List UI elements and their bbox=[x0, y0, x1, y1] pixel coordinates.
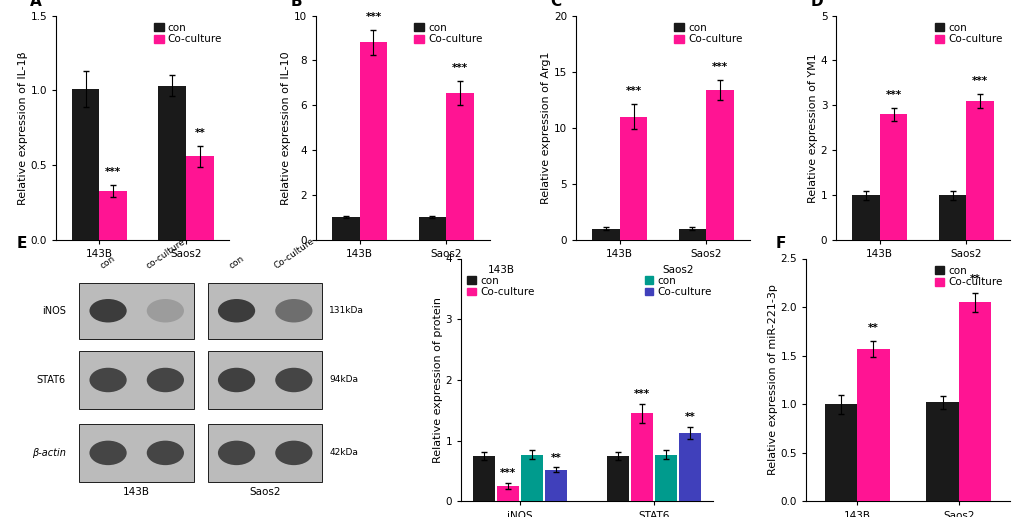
Legend: con, Co-culture: con, Co-culture bbox=[931, 264, 1004, 290]
Text: con: con bbox=[227, 254, 246, 271]
Legend: con, Co-culture: con, Co-culture bbox=[672, 21, 744, 47]
Text: A: A bbox=[31, 0, 42, 9]
Bar bbox=[544, 470, 567, 501]
Bar bbox=[620, 117, 647, 240]
Bar bbox=[521, 455, 542, 501]
Text: 94kDa: 94kDa bbox=[329, 375, 358, 385]
Ellipse shape bbox=[147, 440, 183, 465]
Bar bbox=[472, 456, 494, 501]
Text: ***: *** bbox=[625, 86, 641, 97]
Bar bbox=[331, 217, 360, 240]
Bar bbox=[606, 456, 629, 501]
Bar bbox=[100, 191, 127, 240]
Text: ***: *** bbox=[451, 63, 468, 73]
Ellipse shape bbox=[275, 299, 312, 323]
FancyBboxPatch shape bbox=[79, 424, 194, 482]
Text: C: C bbox=[550, 0, 560, 9]
Bar bbox=[958, 302, 990, 501]
Bar bbox=[856, 349, 889, 501]
Bar bbox=[186, 157, 214, 240]
Text: 42kDa: 42kDa bbox=[329, 448, 358, 458]
Legend: con, Co-culture: con, Co-culture bbox=[152, 21, 224, 47]
Bar bbox=[654, 455, 677, 501]
Bar bbox=[71, 89, 100, 240]
Bar bbox=[446, 93, 474, 240]
Y-axis label: Relative expression of IL-10: Relative expression of IL-10 bbox=[281, 51, 291, 205]
Text: B: B bbox=[290, 0, 302, 9]
Ellipse shape bbox=[147, 368, 183, 392]
Bar bbox=[496, 486, 519, 501]
Text: E: E bbox=[17, 236, 28, 251]
Text: β-actin: β-actin bbox=[32, 448, 65, 458]
Y-axis label: Relative expression of protein: Relative expression of protein bbox=[432, 297, 442, 463]
Bar bbox=[925, 402, 958, 501]
Bar bbox=[630, 414, 652, 501]
Y-axis label: Relative expression of Arg1: Relative expression of Arg1 bbox=[541, 52, 550, 204]
Ellipse shape bbox=[275, 440, 312, 465]
FancyBboxPatch shape bbox=[208, 351, 322, 409]
Y-axis label: Relative expression of YM1: Relative expression of YM1 bbox=[807, 53, 817, 203]
Ellipse shape bbox=[218, 368, 255, 392]
Ellipse shape bbox=[90, 368, 126, 392]
Text: Saos2: Saos2 bbox=[250, 486, 280, 497]
Text: con: con bbox=[99, 254, 117, 271]
FancyBboxPatch shape bbox=[208, 424, 322, 482]
Bar bbox=[158, 86, 185, 240]
Ellipse shape bbox=[90, 299, 126, 323]
Bar bbox=[360, 42, 387, 240]
Bar bbox=[937, 195, 965, 240]
Text: **: ** bbox=[684, 412, 695, 422]
Text: F: F bbox=[775, 236, 786, 251]
Text: 131kDa: 131kDa bbox=[329, 306, 364, 315]
FancyBboxPatch shape bbox=[79, 351, 194, 409]
Bar bbox=[678, 229, 706, 240]
Text: ***: *** bbox=[499, 468, 516, 478]
Text: co-culture: co-culture bbox=[144, 237, 186, 271]
Bar bbox=[591, 229, 620, 240]
Text: ***: *** bbox=[365, 12, 381, 22]
Text: ***: *** bbox=[971, 77, 987, 86]
Bar bbox=[851, 195, 878, 240]
Text: 143B: 143B bbox=[123, 486, 150, 497]
Bar bbox=[878, 114, 907, 240]
Text: **: ** bbox=[195, 128, 205, 138]
Text: STAT6: STAT6 bbox=[37, 375, 65, 385]
Ellipse shape bbox=[90, 440, 126, 465]
Bar bbox=[965, 101, 994, 240]
FancyBboxPatch shape bbox=[208, 283, 322, 339]
Text: **: ** bbox=[867, 323, 878, 332]
Bar bbox=[679, 433, 700, 501]
Bar bbox=[705, 90, 734, 240]
Bar bbox=[823, 404, 856, 501]
Ellipse shape bbox=[218, 440, 255, 465]
Ellipse shape bbox=[147, 299, 183, 323]
Y-axis label: Relative expression of miR-221-3p: Relative expression of miR-221-3p bbox=[767, 284, 777, 476]
Text: ***: *** bbox=[884, 90, 901, 100]
Legend: con, Co-culture: con, Co-culture bbox=[931, 21, 1004, 47]
Ellipse shape bbox=[218, 299, 255, 323]
Text: iNOS: iNOS bbox=[42, 306, 65, 316]
Legend: con, Co-culture: con, Co-culture bbox=[643, 264, 712, 298]
Ellipse shape bbox=[275, 368, 312, 392]
Text: ***: *** bbox=[711, 62, 728, 72]
Text: **: ** bbox=[550, 452, 560, 463]
Y-axis label: Relative expression of IL-1β: Relative expression of IL-1β bbox=[17, 51, 28, 205]
Text: **: ** bbox=[969, 274, 979, 284]
FancyBboxPatch shape bbox=[79, 283, 194, 339]
Text: D: D bbox=[810, 0, 822, 9]
Text: ***: *** bbox=[633, 389, 649, 400]
Legend: con, Co-culture: con, Co-culture bbox=[412, 21, 484, 47]
Text: Co-culture: Co-culture bbox=[272, 236, 315, 271]
Bar bbox=[418, 217, 446, 240]
Text: ***: *** bbox=[105, 167, 121, 177]
